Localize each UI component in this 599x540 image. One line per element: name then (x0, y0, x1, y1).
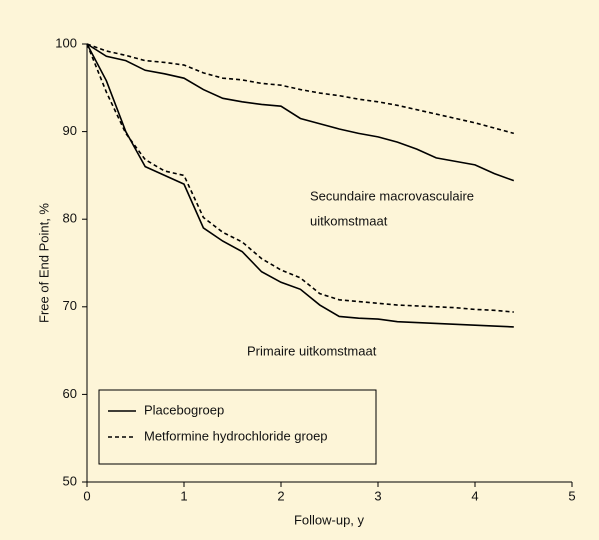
legend-label: Metformine hydrochloride groep (144, 428, 328, 443)
x-tick-label: 4 (471, 488, 478, 503)
x-tick-label: 0 (83, 488, 90, 503)
annotation: uitkomstmaat (310, 213, 388, 228)
y-axis-label: Free of End Point, % (36, 203, 51, 323)
x-axis-label: Follow-up, y (294, 512, 365, 527)
legend-box (98, 389, 377, 465)
curve (86, 43, 514, 328)
y-tick-label: 60 (63, 386, 77, 401)
curve (86, 43, 515, 182)
annotation: Primaire uitkomstmaat (247, 343, 377, 358)
x-tick-label: 5 (568, 488, 575, 503)
y-tick-label: 50 (63, 473, 77, 488)
legend-label: Placebogroep (144, 402, 224, 417)
annotation: Secundaire macrovasculaire (310, 188, 474, 203)
y-tick-label: 90 (63, 123, 77, 138)
x-tick-label: 1 (180, 488, 187, 503)
y-tick-label: 70 (63, 298, 77, 313)
x-tick-label: 2 (277, 488, 284, 503)
y-tick-label: 80 (63, 211, 77, 226)
curve (86, 43, 515, 135)
x-tick-label: 3 (374, 488, 381, 503)
curve (86, 43, 514, 313)
y-tick-label: 100 (55, 35, 77, 50)
